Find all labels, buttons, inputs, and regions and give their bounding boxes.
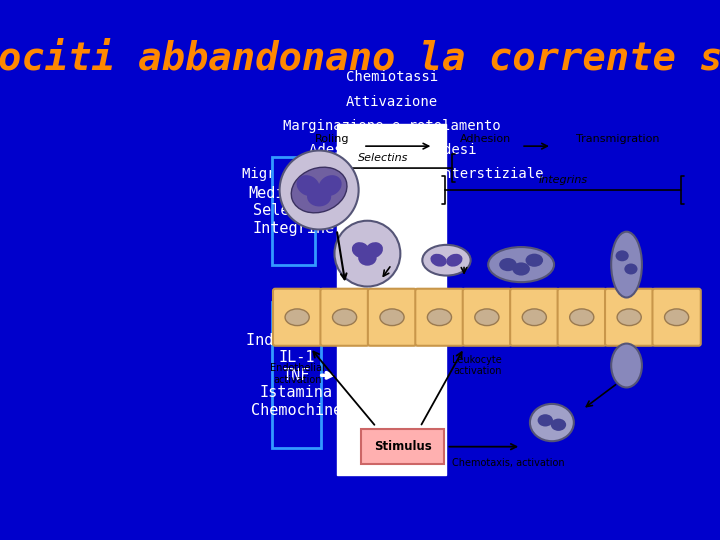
Ellipse shape (307, 187, 331, 206)
Ellipse shape (624, 264, 637, 274)
Text: Attivazione: Attivazione (346, 94, 438, 109)
Circle shape (335, 221, 400, 287)
Text: Selectins: Selectins (358, 153, 408, 164)
FancyBboxPatch shape (337, 124, 446, 475)
Ellipse shape (285, 309, 309, 326)
FancyBboxPatch shape (605, 289, 653, 346)
Ellipse shape (297, 175, 320, 196)
Text: Marginazione e rotolamento: Marginazione e rotolamento (284, 119, 501, 133)
Circle shape (279, 151, 359, 230)
FancyBboxPatch shape (368, 289, 416, 346)
Text: Integrins: Integrins (539, 176, 588, 185)
FancyBboxPatch shape (273, 289, 321, 346)
Ellipse shape (446, 254, 462, 267)
FancyBboxPatch shape (415, 289, 464, 346)
FancyBboxPatch shape (320, 289, 369, 346)
Ellipse shape (352, 242, 370, 258)
Text: Chemiotassi: Chemiotassi (346, 70, 438, 84)
Ellipse shape (551, 418, 566, 431)
Ellipse shape (474, 309, 499, 326)
Ellipse shape (365, 242, 383, 258)
Text: Leukocyte
activation: Leukocyte activation (452, 355, 502, 376)
Text: Adhesion: Adhesion (460, 134, 512, 144)
Ellipse shape (530, 404, 574, 441)
Ellipse shape (423, 245, 471, 275)
Ellipse shape (428, 309, 451, 326)
Text: Mediatori:
Selectine
Integrine: Mediatori: Selectine Integrine (248, 186, 339, 235)
Ellipse shape (333, 309, 356, 326)
Text: Migrazione nel tessuto interstiziale: Migrazione nel tessuto interstiziale (241, 167, 543, 181)
Ellipse shape (431, 254, 446, 267)
FancyBboxPatch shape (272, 157, 315, 265)
Ellipse shape (488, 247, 554, 282)
Ellipse shape (538, 414, 553, 427)
Text: Roling: Roling (315, 134, 349, 144)
FancyBboxPatch shape (361, 429, 444, 464)
Text: Endothelial
activation: Endothelial activation (270, 363, 325, 385)
Text: e i leucociti abbandonano la corrente sanguigna: e i leucociti abbandonano la corrente sa… (0, 38, 720, 78)
Ellipse shape (318, 175, 342, 196)
Text: Stimulus: Stimulus (374, 440, 431, 453)
Ellipse shape (611, 232, 642, 298)
Ellipse shape (292, 167, 347, 213)
Ellipse shape (665, 309, 689, 326)
Ellipse shape (617, 309, 642, 326)
FancyBboxPatch shape (510, 289, 559, 346)
Ellipse shape (358, 251, 377, 266)
Ellipse shape (616, 251, 629, 261)
Ellipse shape (526, 254, 543, 267)
FancyBboxPatch shape (652, 289, 701, 346)
FancyBboxPatch shape (463, 289, 511, 346)
Ellipse shape (611, 343, 642, 388)
Ellipse shape (513, 262, 530, 275)
Ellipse shape (499, 258, 517, 271)
Text: Chemotaxis, activation: Chemotaxis, activation (451, 458, 564, 468)
FancyBboxPatch shape (557, 289, 606, 346)
Text: Indotto da:
IL-1
TNF
Istamina
Chemochine: Indotto da: IL-1 TNF Istamina Chemochine (246, 333, 346, 417)
Ellipse shape (380, 309, 404, 326)
Text: Transmigration: Transmigration (576, 134, 660, 144)
Text: Adesione e diapedesi: Adesione e diapedesi (309, 143, 476, 157)
Ellipse shape (570, 309, 594, 326)
Ellipse shape (522, 309, 546, 326)
FancyBboxPatch shape (272, 302, 320, 448)
